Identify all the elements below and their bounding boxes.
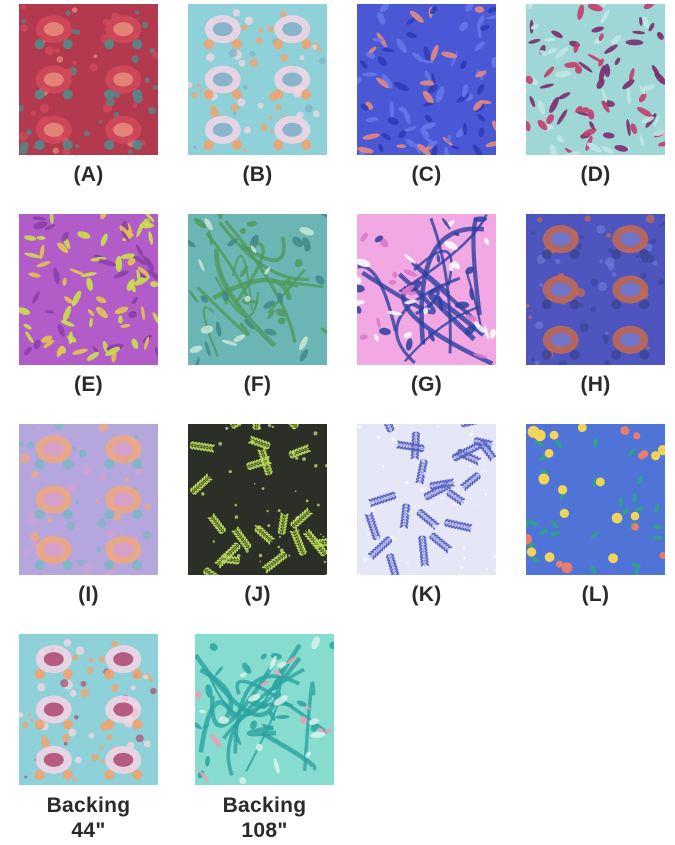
fabric-pattern bbox=[526, 214, 665, 365]
fabric-pattern bbox=[19, 214, 158, 365]
swatch-label-d: (D) bbox=[580, 163, 611, 186]
fabric-pattern bbox=[357, 4, 496, 155]
swatch-label-f: (F) bbox=[243, 373, 272, 396]
backing-44-label-line1: Backing bbox=[46, 794, 131, 817]
fabric-pattern bbox=[188, 424, 327, 575]
fabric-pattern bbox=[188, 214, 327, 365]
backing-108-swatch bbox=[195, 634, 334, 785]
swatch-j bbox=[188, 424, 327, 575]
backing-44-label: Backing 44" bbox=[19, 793, 158, 843]
swatch-label-e: (E) bbox=[74, 373, 103, 396]
swatch-k bbox=[357, 424, 496, 575]
swatch-e bbox=[19, 214, 158, 365]
fabric-pattern bbox=[195, 634, 334, 785]
fabric-pattern bbox=[357, 424, 496, 575]
fabric-pattern bbox=[19, 424, 158, 575]
swatch-g bbox=[357, 214, 496, 365]
swatch-i bbox=[19, 424, 158, 575]
swatch-l bbox=[526, 424, 665, 575]
swatch-label-a: (A) bbox=[73, 163, 104, 186]
fabric-pattern bbox=[526, 4, 665, 155]
fabric-pattern bbox=[19, 634, 158, 785]
swatch-c bbox=[357, 4, 496, 155]
backing-44-swatch bbox=[19, 634, 158, 785]
fabric-pattern bbox=[19, 4, 158, 155]
swatch-label-g: (G) bbox=[410, 373, 443, 396]
swatch-a bbox=[19, 4, 158, 155]
fabric-pattern bbox=[357, 214, 496, 365]
backing-108-label-line1: Backing bbox=[222, 794, 307, 817]
swatch-label-j: (J) bbox=[244, 583, 271, 606]
swatch-label-l: (L) bbox=[581, 583, 610, 606]
fabric-pattern bbox=[188, 4, 327, 155]
swatch-label-c: (C) bbox=[411, 163, 442, 186]
backing-108-label-line2: 108" bbox=[241, 819, 288, 842]
swatch-label-i: (I) bbox=[78, 583, 99, 606]
swatch-label-k: (K) bbox=[411, 583, 442, 606]
backing-44-label-line2: 44" bbox=[71, 819, 106, 842]
swatch-label-h: (H) bbox=[580, 373, 611, 396]
swatch-label-b: (B) bbox=[242, 163, 273, 186]
fabric-pattern bbox=[526, 424, 665, 575]
swatch-f bbox=[188, 214, 327, 365]
swatch-h bbox=[526, 214, 665, 365]
swatch-d bbox=[526, 4, 665, 155]
swatch-b bbox=[188, 4, 327, 155]
backing-108-label: Backing 108" bbox=[195, 793, 334, 843]
